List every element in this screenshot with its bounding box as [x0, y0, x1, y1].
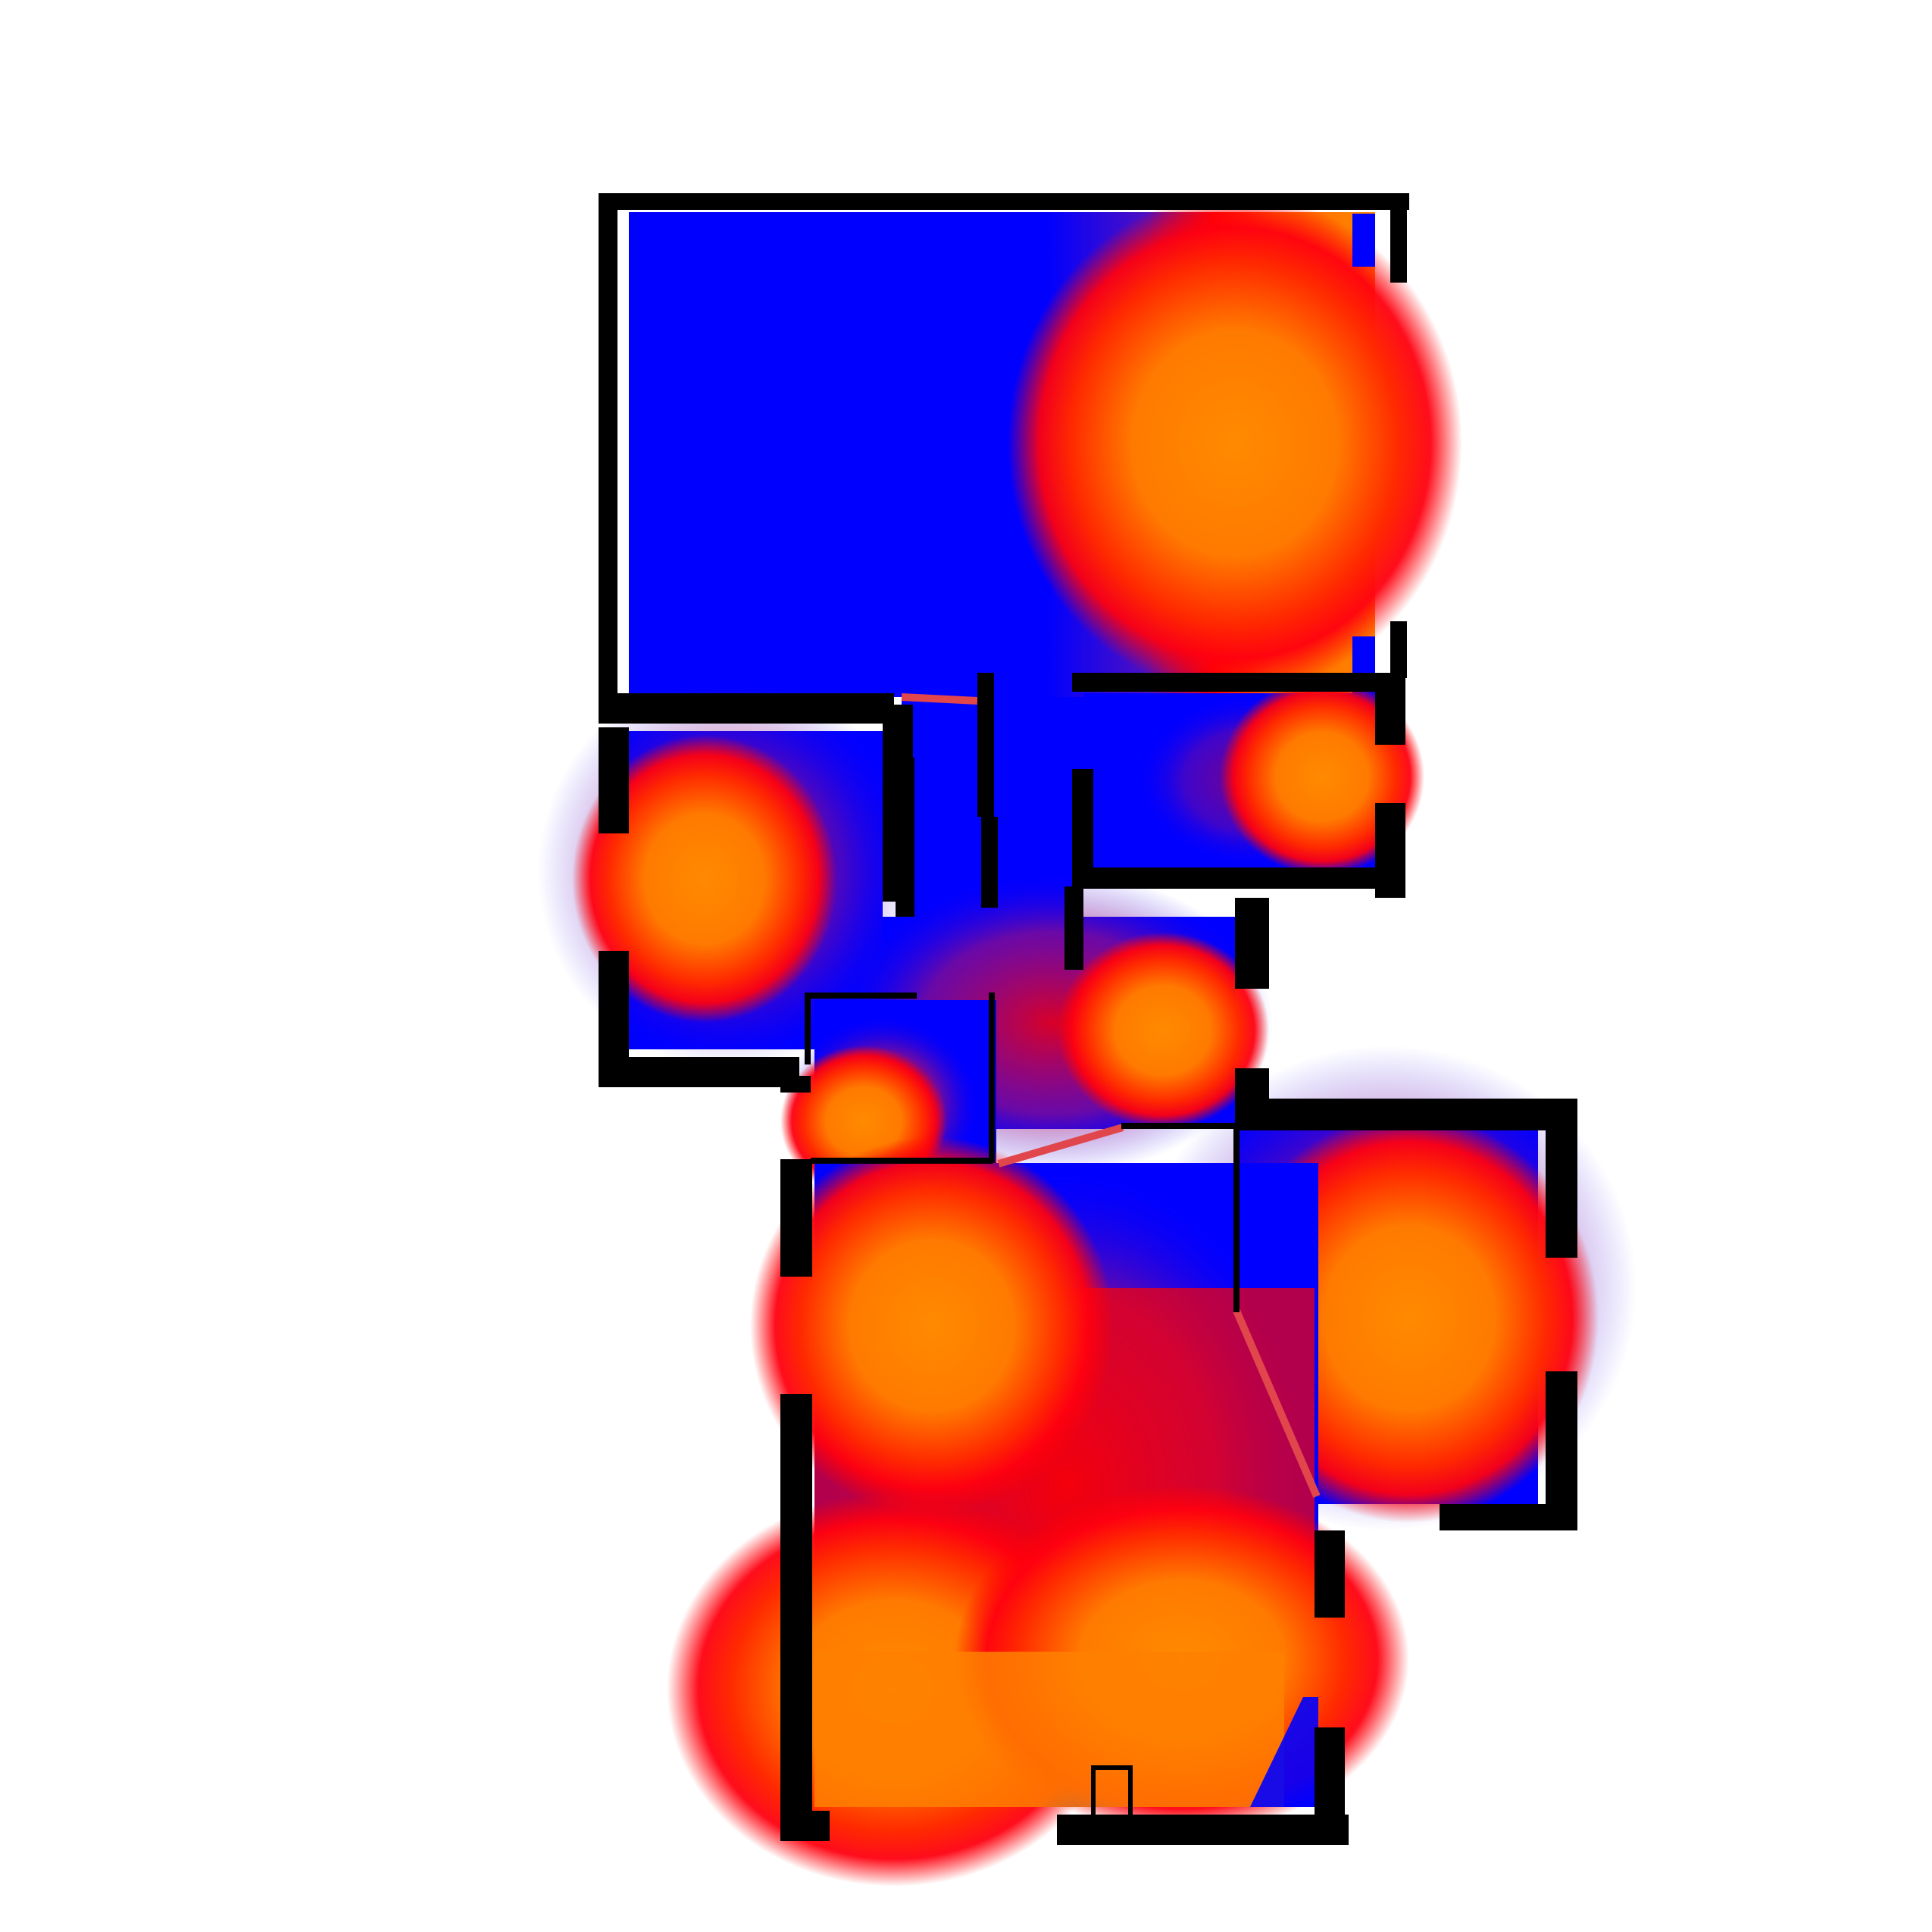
- door: [901, 693, 978, 705]
- room-upper-right: [1083, 678, 1424, 875]
- door: [1233, 1309, 1321, 1498]
- coverage-field: [538, 193, 1637, 1887]
- walls: [599, 193, 1577, 1845]
- room-bottom-large: [667, 1136, 1409, 1887]
- room-top-large: [629, 193, 1462, 697]
- door: [997, 1124, 1124, 1168]
- doors: [901, 693, 1321, 1498]
